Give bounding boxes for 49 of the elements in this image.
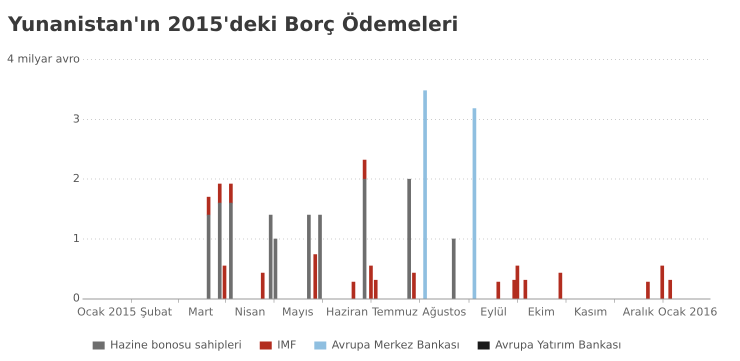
legend-label: Avrupa Merkez Bankası <box>332 338 460 352</box>
bar <box>218 184 222 204</box>
bar <box>558 272 562 299</box>
bar <box>206 196 210 216</box>
bar <box>423 90 427 299</box>
bar <box>472 108 476 299</box>
y-tick-label: 0 <box>72 292 80 305</box>
x-tick-label: Ekim <box>528 305 555 318</box>
bar <box>318 214 322 299</box>
bar <box>452 238 456 299</box>
bar <box>407 178 411 299</box>
x-tick-label: Mart <box>188 305 214 318</box>
x-tick-label: Nisan <box>234 305 266 318</box>
legend-label: Avrupa Yatırım Bankası <box>495 338 622 352</box>
x-tick-label: Eylül <box>480 305 507 318</box>
x-tick-label: Aralık <box>622 305 655 318</box>
x-tick-label: Ocak 2016 <box>658 305 718 318</box>
x-tick-label: Haziran <box>326 305 368 318</box>
bar <box>516 266 520 299</box>
x-tick-label: Mayıs <box>282 305 314 318</box>
bar <box>260 272 265 299</box>
legend-label: Hazine bonosu sahipleri <box>110 338 242 352</box>
bar <box>668 280 672 299</box>
bar <box>307 214 311 299</box>
y-tick-label: 2 <box>72 172 80 186</box>
bar <box>229 202 233 299</box>
x-tick-label: Kasım <box>574 305 608 318</box>
bar <box>646 282 650 299</box>
y-tick-label: 4 milyar avro <box>6 52 80 66</box>
x-tick-label: Ocak 2015 <box>77 305 136 318</box>
x-tick-label: Ağustos <box>422 305 466 318</box>
bar <box>412 272 416 299</box>
bar <box>362 160 366 180</box>
bar <box>218 202 222 299</box>
y-tick-label: 3 <box>72 112 80 126</box>
y-tick-label: 1 <box>72 232 80 245</box>
bar <box>362 178 366 299</box>
x-tick-label: Temmuz <box>370 305 418 318</box>
bar <box>496 282 500 299</box>
bar <box>222 266 226 299</box>
bar <box>206 214 210 299</box>
bar <box>352 282 356 299</box>
legend-label: IMF <box>277 338 296 352</box>
bar <box>660 266 664 299</box>
bar <box>313 254 318 299</box>
chart-title: Yunanistan'ın 2015'deki Borç Ödemeleri <box>8 12 458 36</box>
bar <box>229 184 233 204</box>
bar <box>524 280 528 299</box>
x-tick-label: Şubat <box>140 305 173 318</box>
